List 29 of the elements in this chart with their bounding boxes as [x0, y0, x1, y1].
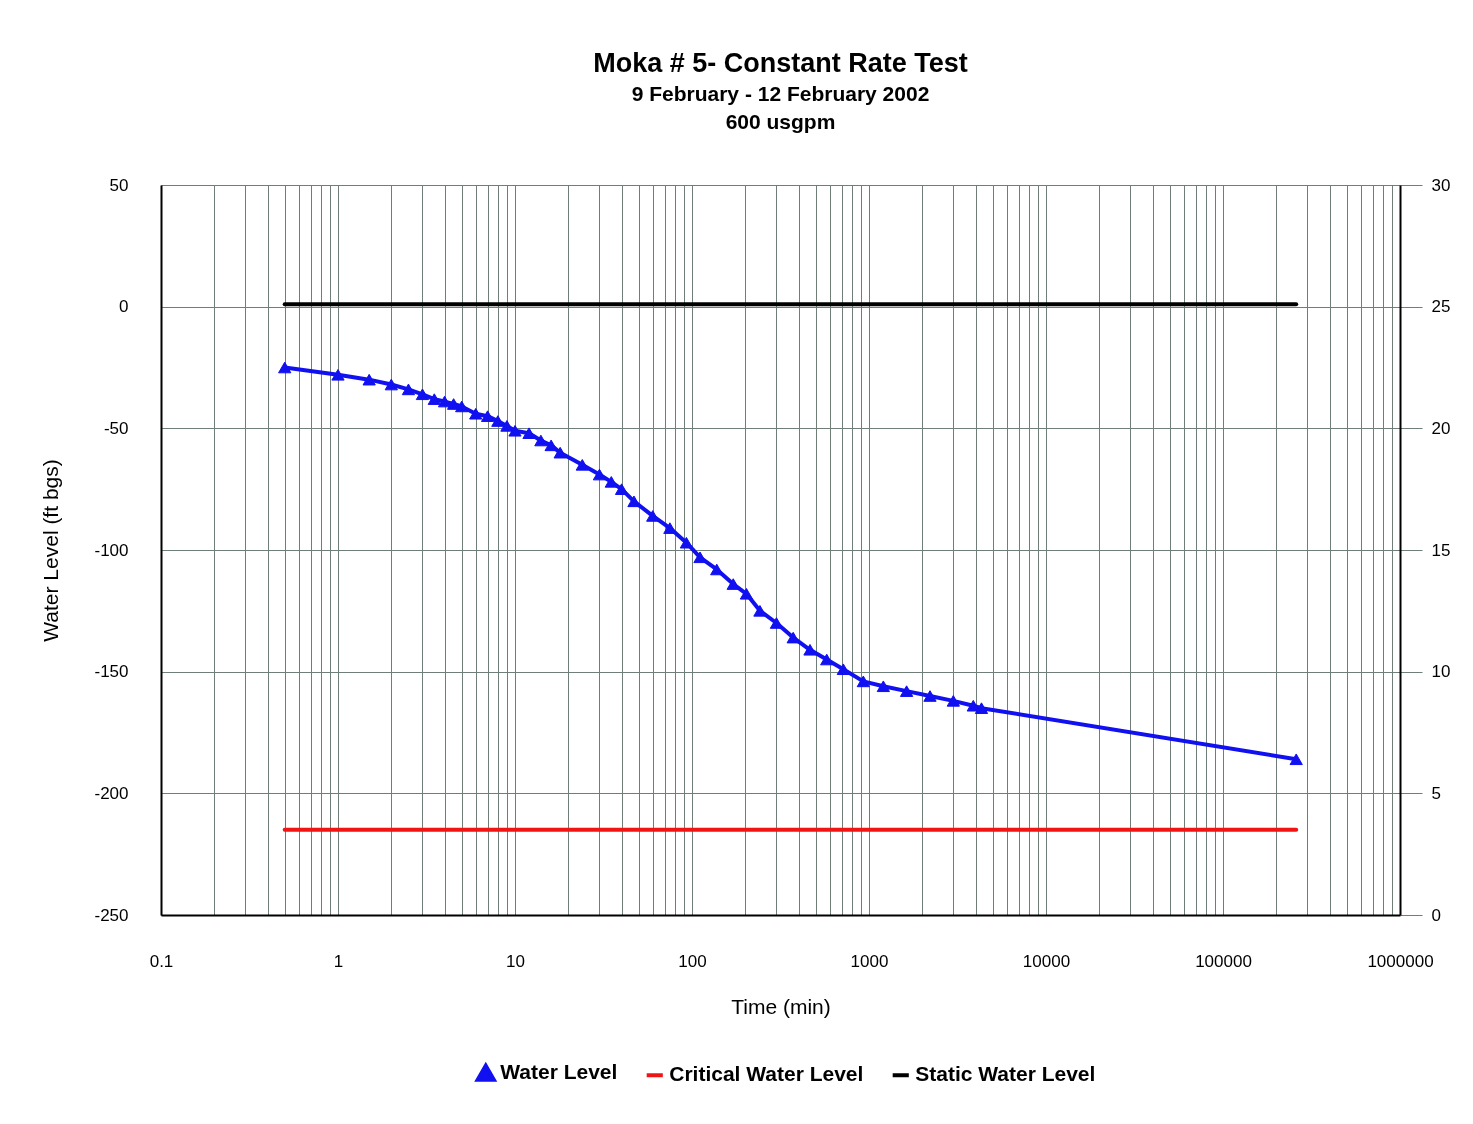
- y-tick-label: -50: [103, 418, 129, 438]
- x-tick-label: 1000: [850, 951, 889, 971]
- chart-title: Moka # 5- Constant Rate Test: [593, 48, 968, 78]
- x-tick-label: 1000000: [1367, 951, 1434, 971]
- y-tick-label: -250: [94, 905, 129, 925]
- legend-label: Static Water Level: [915, 1062, 1096, 1086]
- y-tick-label: -100: [94, 540, 129, 560]
- x-tick-label: 100: [678, 951, 707, 971]
- y2-tick-label: 25: [1431, 297, 1451, 317]
- y2-tick-label: 10: [1431, 662, 1451, 682]
- y2-tick-label: 30: [1431, 175, 1451, 195]
- y-tick-label: 50: [109, 175, 129, 195]
- x-axis-title: Time (min): [731, 994, 831, 1018]
- y2-tick-label: 15: [1431, 540, 1451, 560]
- x-tick-label: 10000: [1022, 951, 1071, 971]
- x-tick-label: 1: [333, 951, 344, 971]
- x-tick-label: 100000: [1195, 951, 1252, 971]
- legend-label: Water Level: [500, 1059, 618, 1083]
- chart-subtitle: 9 February - 12 February 2002 600 usgpm: [631, 82, 930, 133]
- legend-label: Critical Water Level: [669, 1062, 864, 1086]
- y-axis-title: Water Level (ft bgs): [39, 459, 63, 642]
- y-tick-label: -150: [94, 662, 129, 682]
- x-tick-label: 0.1: [149, 951, 174, 971]
- y2-tick-label: 0: [1431, 905, 1441, 925]
- x-tick-label: 10: [506, 951, 525, 971]
- y2-tick-label: 5: [1431, 783, 1441, 803]
- y-tick-label: 0: [119, 297, 129, 317]
- y2-tick-label: 20: [1431, 418, 1451, 438]
- y-tick-label: -200: [94, 783, 129, 803]
